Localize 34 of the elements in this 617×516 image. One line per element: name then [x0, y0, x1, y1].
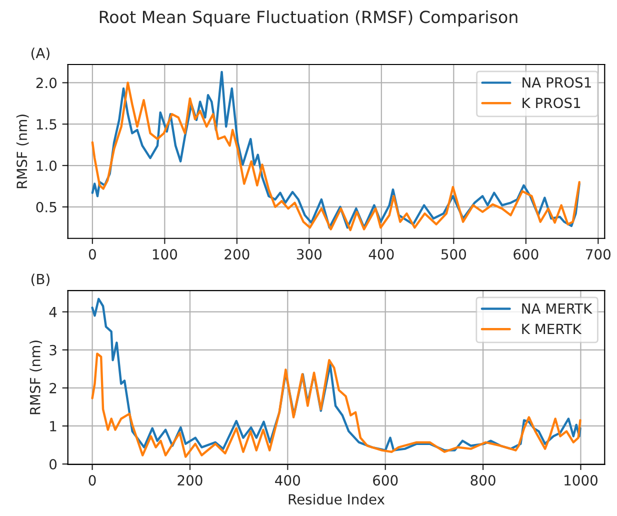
legend-label: K MERTK: [522, 324, 582, 334]
y-tick-label: 1.5: [36, 119, 56, 130]
x-axis-title: Residue Index: [288, 494, 385, 505]
y-axis-title: RMSF (nm): [30, 340, 42, 414]
y-tick-label: 2: [50, 382, 56, 394]
legend-label: NA PROS1: [522, 77, 591, 88]
x-tick-label: 400: [368, 249, 394, 260]
y-axis-title: RMSF (nm): [16, 114, 29, 188]
x-tick-label: 400: [275, 475, 300, 486]
x-tick-label: 700: [586, 249, 610, 260]
x-tick-label: 100: [152, 249, 178, 260]
x-tick-label: 800: [470, 475, 496, 486]
y-tick-label: 1.0: [36, 160, 57, 171]
text: (B): [31, 274, 50, 286]
x-tick-label: 1000: [564, 475, 598, 486]
y-tick-label: 4: [49, 306, 57, 318]
y-tick-label: 3: [50, 344, 56, 356]
x-tick-label: 600: [373, 475, 398, 486]
x-tick-label: 600: [514, 249, 538, 260]
x-tick-label: 0: [88, 475, 96, 486]
text: (A): [31, 48, 50, 60]
x-tick-label: 200: [178, 475, 202, 486]
line-series: [91, 352, 582, 458]
chart-title: Root Mean Square Fluctuation (RMSF) Comparison: [100, 10, 518, 26]
legend-label: K PROS1: [522, 98, 580, 108]
x-tick-label: 200: [224, 249, 250, 260]
x-tick-label: 0: [88, 249, 96, 260]
y-tick-label: 0: [50, 458, 57, 470]
legend-label: NA MERTK: [522, 303, 592, 314]
y-tick-label: 1: [50, 421, 56, 432]
x-tick-label: 500: [441, 249, 466, 260]
x-tick-label: 300: [296, 249, 322, 260]
y-tick-label: 0.5: [36, 202, 56, 212]
y-tick-label: 2.0: [36, 78, 57, 88]
